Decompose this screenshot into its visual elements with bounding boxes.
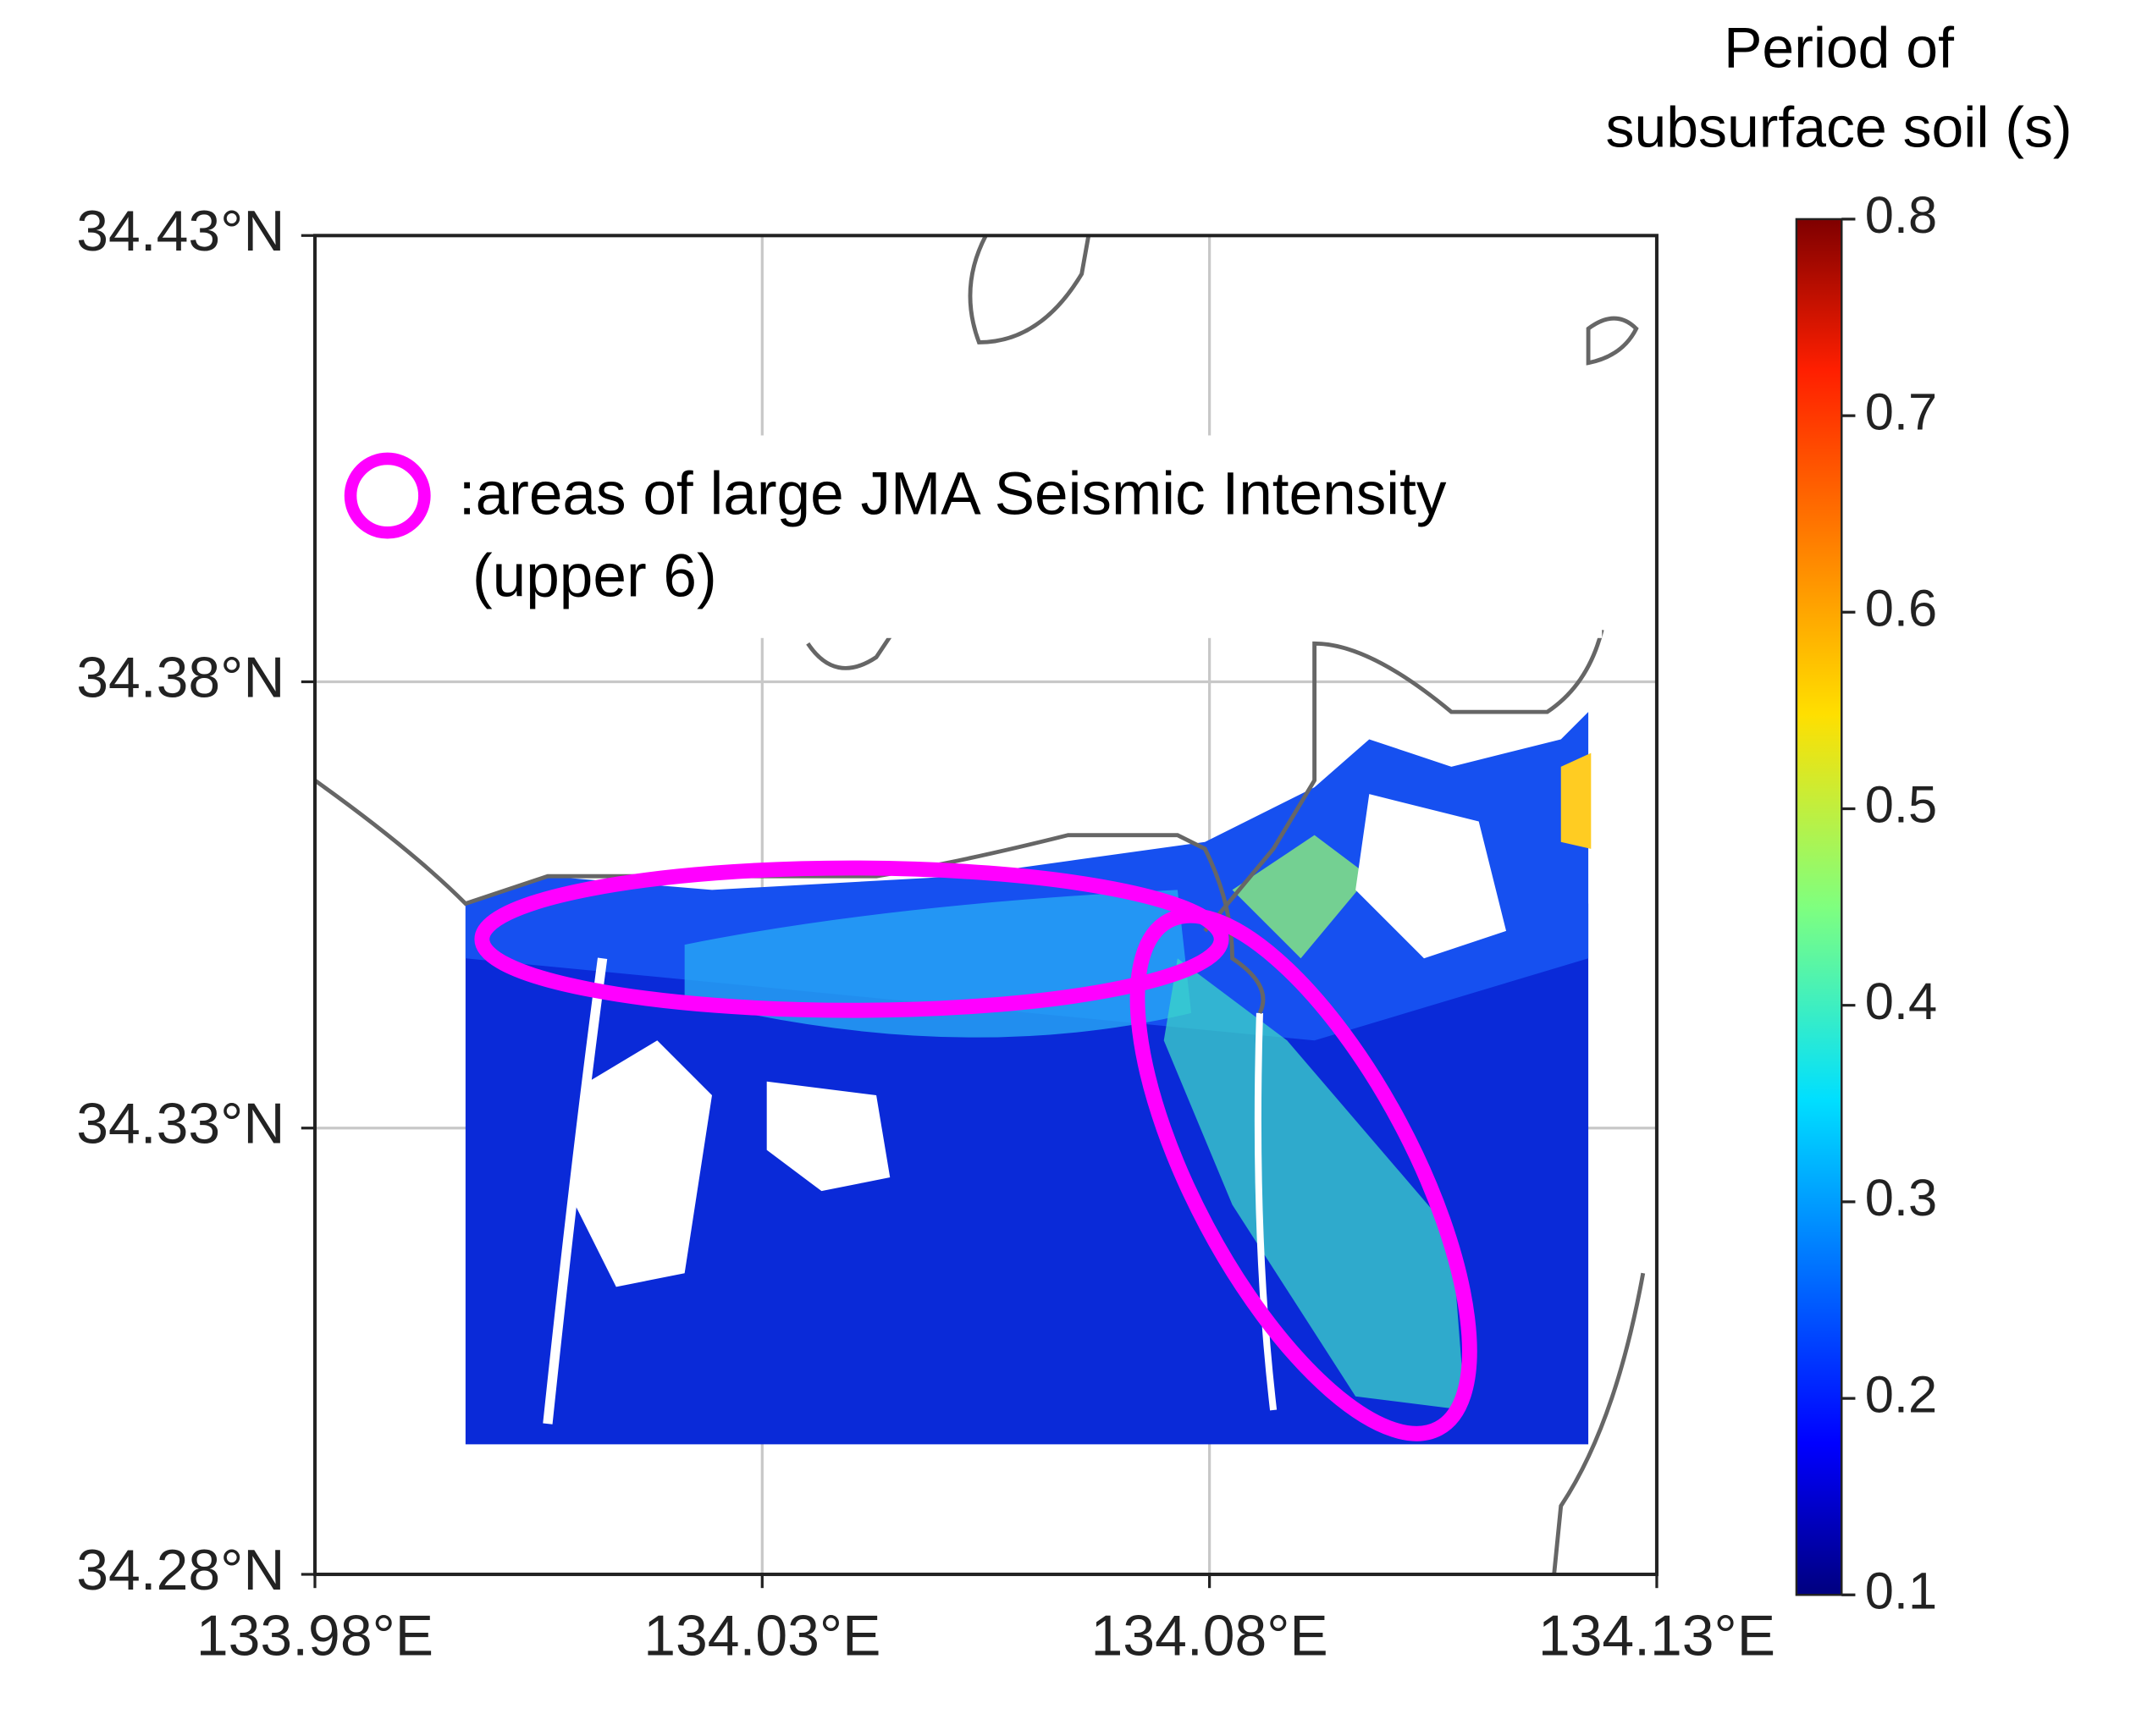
colorbar-label: subsurface soil (s): [1606, 96, 2073, 159]
colorbar-tick-label: 0.7: [1865, 383, 1937, 441]
colorbar-label: Period of: [1724, 17, 1954, 80]
highlight-ellipse: [1129, 907, 1477, 1441]
legend-text: :areas of large JMA Seismic Intensity: [459, 461, 1447, 528]
coastline: [1586, 316, 1639, 366]
colorbar-tick-label: 0.2: [1865, 1365, 1937, 1424]
colorbar-tick-label: 0.4: [1865, 973, 1937, 1031]
y-tick-label: 34.43°N: [76, 200, 284, 263]
field-patch: [1163, 958, 1465, 1410]
blank-area: [766, 1081, 891, 1192]
coastline: [1552, 1272, 1646, 1575]
blank-area: [575, 1040, 712, 1287]
coastline: [1203, 629, 1604, 933]
x-tick-label: 134.08°E: [1091, 1605, 1328, 1668]
colorbar-tick-label: 0.6: [1865, 580, 1937, 638]
legend-marker: [344, 452, 431, 539]
y-tick-label: 34.28°N: [76, 1539, 284, 1602]
coastline: [968, 235, 1091, 344]
river: [543, 957, 608, 1425]
x-tick-label: 134.13°E: [1538, 1605, 1775, 1668]
x-tick-label: 134.03°E: [643, 1605, 880, 1668]
field-patch: [1560, 752, 1592, 849]
plot-frame: [312, 234, 1659, 1577]
coastline: [806, 635, 892, 670]
colorbar-tick-label: 0.5: [1865, 776, 1937, 835]
colorbar-tick-label: 0.3: [1865, 1169, 1937, 1227]
river: [1254, 1012, 1278, 1411]
field-patch: [1232, 835, 1370, 959]
legend-text: (upper 6): [472, 543, 717, 610]
colorbar-tick-label: 0.1: [1865, 1562, 1937, 1621]
legend-box: [349, 435, 1603, 638]
x-tick-label: 133.98°E: [196, 1605, 433, 1668]
y-tick-label: 34.33°N: [76, 1093, 284, 1156]
y-tick-label: 34.38°N: [76, 646, 284, 709]
colorbar-tick-label: 0.8: [1865, 186, 1937, 245]
colorbar: [1795, 218, 1843, 1596]
highlight-ellipse: [474, 860, 1229, 1018]
blank-area: [1355, 794, 1507, 959]
